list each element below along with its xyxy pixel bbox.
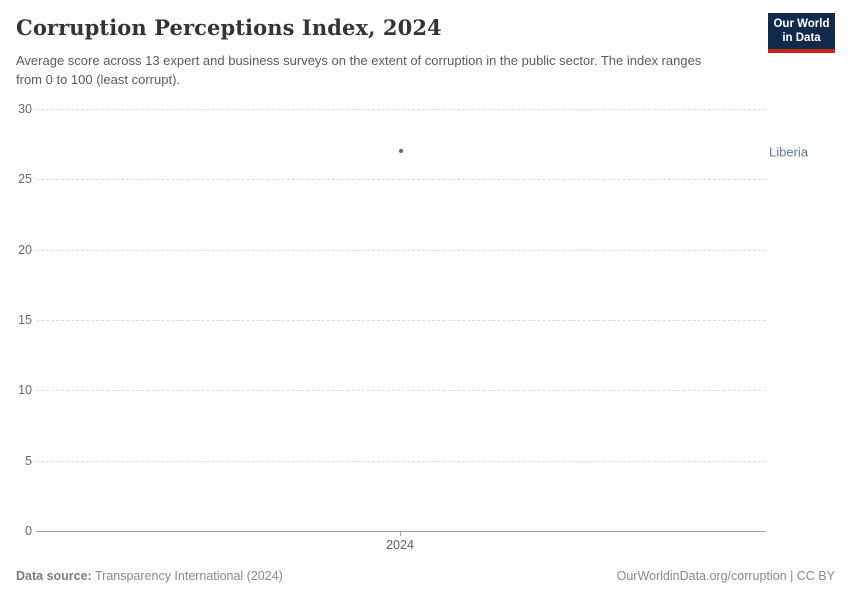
- y-axis-tick-label: 30: [18, 102, 32, 116]
- gridline-y15: [36, 320, 766, 321]
- x-axis-line: [36, 530, 766, 532]
- gridline-y25: [36, 179, 766, 181]
- rights-note[interactable]: OurWorldinData.org/corruption | CC BY: [616, 569, 835, 583]
- gridline-y10: [36, 390, 766, 392]
- owid-logo-line1: Our World: [773, 18, 830, 30]
- owid-logo[interactable]: Our World in Data: [768, 13, 835, 53]
- x-axis-tick: [400, 531, 401, 536]
- gridline-y20: [36, 249, 766, 251]
- gridline-y30: [36, 109, 766, 110]
- data-point-liberia[interactable]: [398, 149, 403, 154]
- y-axis-tick-label: 15: [18, 313, 32, 327]
- y-axis-tick-label: 10: [18, 383, 32, 398]
- data-source-note[interactable]: Data source: Transparency International …: [16, 569, 283, 583]
- x-axis-tick-label: 2024: [386, 538, 414, 552]
- y-axis-tick-label: 5: [25, 453, 32, 468]
- chart-subtitle: Average score across 13 expert and busin…: [16, 53, 702, 87]
- y-axis-tick-label: 0: [25, 524, 32, 538]
- entity-label-liberia[interactable]: Liberia: [769, 144, 809, 160]
- y-axis-tick-label: 20: [18, 242, 32, 257]
- gridline-y5: [36, 460, 766, 462]
- chart-footer: Data source: Transparency International …: [16, 569, 835, 583]
- owid-logo-line2: in Data: [782, 31, 821, 44]
- data-source-label: Data source:: [16, 569, 92, 583]
- chart-title: Corruption Perceptions Index, 2024: [16, 15, 442, 40]
- data-source-text[interactable]: Transparency International (2024): [94, 569, 283, 583]
- y-axis-tick-label: 25: [18, 172, 32, 187]
